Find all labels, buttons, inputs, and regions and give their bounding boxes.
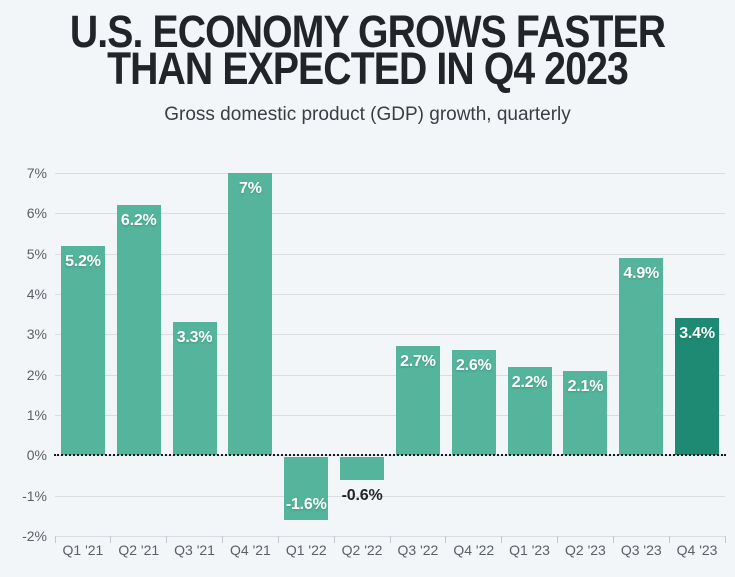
bar-value-label: 3.4% <box>679 325 715 343</box>
bar-value-label: 2.1% <box>567 377 604 395</box>
gridline <box>55 253 725 255</box>
gridline <box>55 213 725 215</box>
bar <box>340 457 385 480</box>
y-axis-label: 4% <box>26 286 47 302</box>
y-axis-label: 1% <box>26 407 47 423</box>
bar-value-label: -1.6% <box>285 495 327 513</box>
bar-value-label: 3.3% <box>176 329 213 347</box>
x-axis-label: Q3 '22 <box>397 542 439 558</box>
gridline <box>55 173 725 174</box>
x-axis-label: Q2 '23 <box>565 542 606 558</box>
x-axis-tick <box>501 536 503 543</box>
x-axis-tick <box>54 536 56 543</box>
bar-value-label: 6.2% <box>120 212 157 230</box>
y-axis-label: 5% <box>26 245 47 262</box>
chart-header: U.S. ECONOMY GROWS FASTER THAN EXPECTED … <box>0 6 735 126</box>
gridline <box>55 495 725 497</box>
bar: 2.7% <box>395 346 440 456</box>
bar: 3.4% <box>675 318 720 456</box>
y-axis-label: 7% <box>26 165 47 181</box>
x-axis-label: Q3 '21 <box>174 542 215 558</box>
x-axis-label: Q4 '23 <box>676 542 718 558</box>
bar-value-label: 2.7% <box>400 353 436 371</box>
bar-value-label: 4.9% <box>623 264 660 282</box>
bar: 6.2% <box>116 205 161 456</box>
chart-title-line-1: U.S. ECONOMY GROWS FASTER <box>69 6 666 57</box>
bar: 2.6% <box>451 350 496 456</box>
bar: 4.9% <box>619 257 664 456</box>
bar-value-label: 2.6% <box>455 357 492 375</box>
x-axis-label: Q2 '22 <box>341 542 383 558</box>
y-axis-label: 3% <box>26 326 47 343</box>
bar-value-label: -0.6% <box>341 486 383 504</box>
gridline <box>55 415 725 416</box>
bar: 2.2% <box>507 366 552 456</box>
x-axis-tick <box>222 536 223 543</box>
x-axis-tick <box>724 536 726 543</box>
x-axis-tick <box>277 536 279 543</box>
y-axis-label: -1% <box>22 487 47 504</box>
bar-value-label: 5.2% <box>65 252 101 270</box>
chart-subtitle: Gross domestic product (GDP) growth, qua… <box>164 104 571 125</box>
plot-area: 7% 6% 5% 4% 3% 2% 1% 0% -1% -2% 5.2% Q1 '21 6.2% Q2 '… <box>22 165 726 558</box>
x-axis-tick <box>110 536 112 543</box>
y-axis-label: 2% <box>26 366 47 383</box>
x-axis-label: Q4 '21 <box>230 542 271 558</box>
x-axis-label: Q3 '23 <box>620 542 662 558</box>
gridline <box>55 334 725 336</box>
gridline <box>55 374 725 376</box>
x-axis-tick <box>333 536 335 543</box>
bar: -1.6% <box>284 457 329 520</box>
y-axis-label: 0% <box>26 447 47 464</box>
bar: 3.3% <box>172 322 217 456</box>
bar: 2.1% <box>563 370 608 456</box>
x-axis-tick <box>166 536 168 543</box>
chart-title-line-2: THAN EXPECTED IN Q4 2023 <box>107 43 629 94</box>
x-axis-tick <box>668 536 670 543</box>
zero-baseline <box>54 454 726 457</box>
x-axis-label: Q2 '21 <box>118 542 160 558</box>
bar-value-label: 7% <box>239 180 262 197</box>
x-axis-tick <box>389 536 391 543</box>
bar-value-label: 2.2% <box>511 373 548 391</box>
x-axis-tick <box>445 536 447 543</box>
bar: 5.2% <box>60 245 105 456</box>
x-axis-tick <box>557 536 558 543</box>
bar: 7% <box>228 173 273 456</box>
x-axis-label: Q1 '22 <box>285 542 327 558</box>
chart-title: U.S. ECONOMY GROWS FASTER THAN EXPECTED … <box>0 6 735 94</box>
y-axis-label: 6% <box>26 205 47 222</box>
x-axis-label: Q1 '21 <box>62 542 104 558</box>
gridline <box>55 294 725 295</box>
y-axis-label: -2% <box>22 528 47 544</box>
x-axis-tick <box>612 536 614 543</box>
x-axis-label: Q1 '23 <box>509 542 550 558</box>
x-axis-label: Q4 '22 <box>453 542 495 558</box>
